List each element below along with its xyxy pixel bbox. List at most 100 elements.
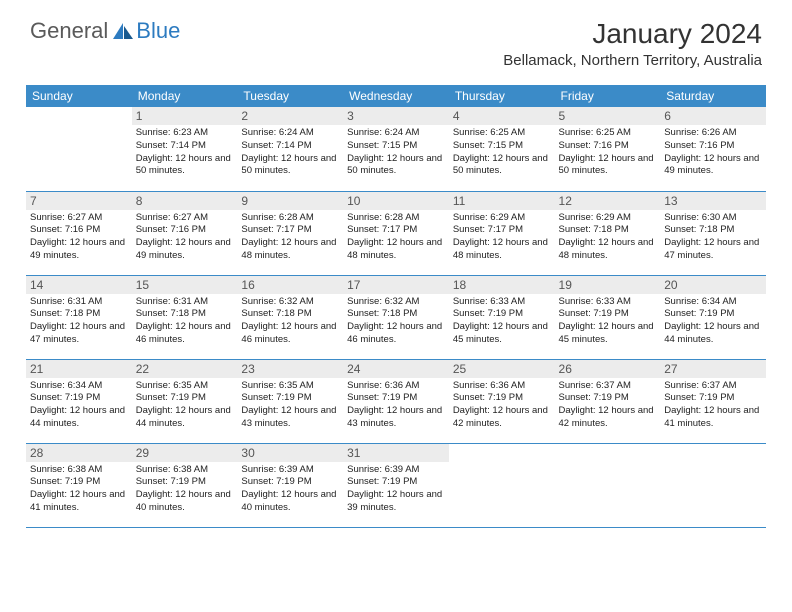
day-content: Sunrise: 6:25 AMSunset: 7:16 PMDaylight:… xyxy=(555,125,661,182)
location-text: Bellamack, Northern Territory, Australia xyxy=(503,52,762,69)
calendar-day-cell: 30Sunrise: 6:39 AMSunset: 7:19 PMDayligh… xyxy=(237,443,343,527)
calendar-week-row: 1Sunrise: 6:23 AMSunset: 7:14 PMDaylight… xyxy=(26,107,766,191)
day-number: 2 xyxy=(237,107,343,125)
day-number: 20 xyxy=(660,276,766,294)
day-number: 19 xyxy=(555,276,661,294)
calendar-day-cell: 28Sunrise: 6:38 AMSunset: 7:19 PMDayligh… xyxy=(26,443,132,527)
day-number: 29 xyxy=(132,444,238,462)
calendar-day-cell: 22Sunrise: 6:35 AMSunset: 7:19 PMDayligh… xyxy=(132,359,238,443)
day-number: 16 xyxy=(237,276,343,294)
calendar-day-cell: 18Sunrise: 6:33 AMSunset: 7:19 PMDayligh… xyxy=(449,275,555,359)
day-content: Sunrise: 6:31 AMSunset: 7:18 PMDaylight:… xyxy=(26,294,132,351)
day-number: 26 xyxy=(555,360,661,378)
day-number: 3 xyxy=(343,107,449,125)
day-number: 25 xyxy=(449,360,555,378)
day-number: 30 xyxy=(237,444,343,462)
calendar-day-cell: 12Sunrise: 6:29 AMSunset: 7:18 PMDayligh… xyxy=(555,191,661,275)
day-number: 23 xyxy=(237,360,343,378)
day-content: Sunrise: 6:32 AMSunset: 7:18 PMDaylight:… xyxy=(237,294,343,351)
calendar-day-cell: 25Sunrise: 6:36 AMSunset: 7:19 PMDayligh… xyxy=(449,359,555,443)
calendar-table: SundayMondayTuesdayWednesdayThursdayFrid… xyxy=(26,85,766,528)
weekday-header: Thursday xyxy=(449,85,555,107)
day-content: Sunrise: 6:29 AMSunset: 7:18 PMDaylight:… xyxy=(555,210,661,267)
calendar-day-cell: 29Sunrise: 6:38 AMSunset: 7:19 PMDayligh… xyxy=(132,443,238,527)
calendar-day-cell: 26Sunrise: 6:37 AMSunset: 7:19 PMDayligh… xyxy=(555,359,661,443)
day-content: Sunrise: 6:38 AMSunset: 7:19 PMDaylight:… xyxy=(132,462,238,519)
calendar-day-cell: 1Sunrise: 6:23 AMSunset: 7:14 PMDaylight… xyxy=(132,107,238,191)
day-content: Sunrise: 6:33 AMSunset: 7:19 PMDaylight:… xyxy=(449,294,555,351)
day-number: 17 xyxy=(343,276,449,294)
calendar-day-cell: 7Sunrise: 6:27 AMSunset: 7:16 PMDaylight… xyxy=(26,191,132,275)
day-number: 6 xyxy=(660,107,766,125)
day-content: Sunrise: 6:39 AMSunset: 7:19 PMDaylight:… xyxy=(237,462,343,519)
logo-text-general: General xyxy=(30,18,108,44)
day-number: 28 xyxy=(26,444,132,462)
day-number: 1 xyxy=(132,107,238,125)
day-content: Sunrise: 6:34 AMSunset: 7:19 PMDaylight:… xyxy=(660,294,766,351)
logo: General Blue xyxy=(30,18,180,44)
day-content: Sunrise: 6:24 AMSunset: 7:14 PMDaylight:… xyxy=(237,125,343,182)
day-content: Sunrise: 6:38 AMSunset: 7:19 PMDaylight:… xyxy=(26,462,132,519)
day-content: Sunrise: 6:37 AMSunset: 7:19 PMDaylight:… xyxy=(555,378,661,435)
day-content: Sunrise: 6:36 AMSunset: 7:19 PMDaylight:… xyxy=(343,378,449,435)
day-content: Sunrise: 6:35 AMSunset: 7:19 PMDaylight:… xyxy=(132,378,238,435)
day-number: 31 xyxy=(343,444,449,462)
day-content: Sunrise: 6:28 AMSunset: 7:17 PMDaylight:… xyxy=(343,210,449,267)
calendar-day-cell: 16Sunrise: 6:32 AMSunset: 7:18 PMDayligh… xyxy=(237,275,343,359)
calendar-day-cell: 21Sunrise: 6:34 AMSunset: 7:19 PMDayligh… xyxy=(26,359,132,443)
day-number: 8 xyxy=(132,192,238,210)
calendar-day-cell: 8Sunrise: 6:27 AMSunset: 7:16 PMDaylight… xyxy=(132,191,238,275)
calendar-day-cell xyxy=(660,443,766,527)
calendar-day-cell: 17Sunrise: 6:32 AMSunset: 7:18 PMDayligh… xyxy=(343,275,449,359)
calendar-day-cell: 10Sunrise: 6:28 AMSunset: 7:17 PMDayligh… xyxy=(343,191,449,275)
day-number: 13 xyxy=(660,192,766,210)
day-content: Sunrise: 6:31 AMSunset: 7:18 PMDaylight:… xyxy=(132,294,238,351)
day-content: Sunrise: 6:24 AMSunset: 7:15 PMDaylight:… xyxy=(343,125,449,182)
day-content: Sunrise: 6:30 AMSunset: 7:18 PMDaylight:… xyxy=(660,210,766,267)
calendar-day-cell: 2Sunrise: 6:24 AMSunset: 7:14 PMDaylight… xyxy=(237,107,343,191)
calendar-day-cell: 24Sunrise: 6:36 AMSunset: 7:19 PMDayligh… xyxy=(343,359,449,443)
weekday-header: Wednesday xyxy=(343,85,449,107)
day-content: Sunrise: 6:33 AMSunset: 7:19 PMDaylight:… xyxy=(555,294,661,351)
calendar-day-cell: 5Sunrise: 6:25 AMSunset: 7:16 PMDaylight… xyxy=(555,107,661,191)
weekday-header: Sunday xyxy=(26,85,132,107)
day-number: 24 xyxy=(343,360,449,378)
weekday-header: Friday xyxy=(555,85,661,107)
day-content: Sunrise: 6:37 AMSunset: 7:19 PMDaylight:… xyxy=(660,378,766,435)
day-content: Sunrise: 6:36 AMSunset: 7:19 PMDaylight:… xyxy=(449,378,555,435)
calendar-day-cell: 4Sunrise: 6:25 AMSunset: 7:15 PMDaylight… xyxy=(449,107,555,191)
calendar-week-row: 7Sunrise: 6:27 AMSunset: 7:16 PMDaylight… xyxy=(26,191,766,275)
logo-sail-icon xyxy=(112,22,134,40)
day-content: Sunrise: 6:35 AMSunset: 7:19 PMDaylight:… xyxy=(237,378,343,435)
calendar-day-cell: 19Sunrise: 6:33 AMSunset: 7:19 PMDayligh… xyxy=(555,275,661,359)
day-number: 4 xyxy=(449,107,555,125)
title-block: January 2024 Bellamack, Northern Territo… xyxy=(503,18,762,69)
day-number: 9 xyxy=(237,192,343,210)
calendar-day-cell: 27Sunrise: 6:37 AMSunset: 7:19 PMDayligh… xyxy=(660,359,766,443)
weekday-header: Tuesday xyxy=(237,85,343,107)
calendar-day-cell xyxy=(555,443,661,527)
calendar-day-cell: 20Sunrise: 6:34 AMSunset: 7:19 PMDayligh… xyxy=(660,275,766,359)
calendar-day-cell: 11Sunrise: 6:29 AMSunset: 7:17 PMDayligh… xyxy=(449,191,555,275)
calendar-day-cell: 9Sunrise: 6:28 AMSunset: 7:17 PMDaylight… xyxy=(237,191,343,275)
day-content: Sunrise: 6:34 AMSunset: 7:19 PMDaylight:… xyxy=(26,378,132,435)
day-number: 27 xyxy=(660,360,766,378)
weekday-header: Saturday xyxy=(660,85,766,107)
weekday-header: Monday xyxy=(132,85,238,107)
calendar-week-row: 21Sunrise: 6:34 AMSunset: 7:19 PMDayligh… xyxy=(26,359,766,443)
day-number: 18 xyxy=(449,276,555,294)
calendar-day-cell: 15Sunrise: 6:31 AMSunset: 7:18 PMDayligh… xyxy=(132,275,238,359)
calendar-day-cell: 14Sunrise: 6:31 AMSunset: 7:18 PMDayligh… xyxy=(26,275,132,359)
day-number: 7 xyxy=(26,192,132,210)
day-number: 10 xyxy=(343,192,449,210)
calendar-day-cell: 6Sunrise: 6:26 AMSunset: 7:16 PMDaylight… xyxy=(660,107,766,191)
day-content: Sunrise: 6:27 AMSunset: 7:16 PMDaylight:… xyxy=(26,210,132,267)
logo-text-blue: Blue xyxy=(136,18,180,44)
day-content: Sunrise: 6:23 AMSunset: 7:14 PMDaylight:… xyxy=(132,125,238,182)
calendar-day-cell: 31Sunrise: 6:39 AMSunset: 7:19 PMDayligh… xyxy=(343,443,449,527)
calendar-day-cell: 3Sunrise: 6:24 AMSunset: 7:15 PMDaylight… xyxy=(343,107,449,191)
day-number: 5 xyxy=(555,107,661,125)
month-title: January 2024 xyxy=(503,18,762,50)
calendar-day-cell: 13Sunrise: 6:30 AMSunset: 7:18 PMDayligh… xyxy=(660,191,766,275)
calendar-day-cell: 23Sunrise: 6:35 AMSunset: 7:19 PMDayligh… xyxy=(237,359,343,443)
